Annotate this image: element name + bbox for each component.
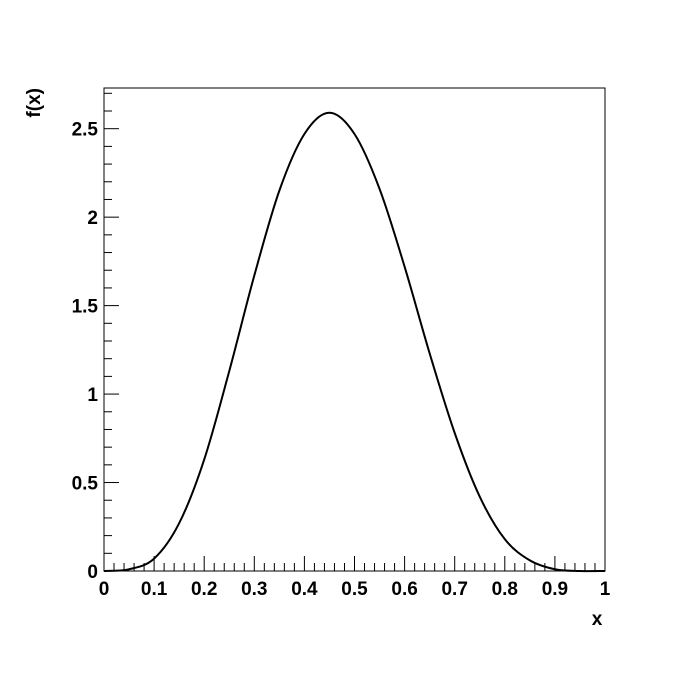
- y-tick-label: 0: [87, 562, 98, 583]
- x-tick-label: 0.9: [542, 579, 568, 600]
- x-tick-label: 0.1: [141, 579, 168, 600]
- y-tick-label: 1: [87, 385, 98, 406]
- y-tick-label: 1.5: [72, 297, 99, 318]
- curve: [103, 111, 606, 573]
- x-tick-label: 0.8: [492, 579, 518, 600]
- x-tick-label: 0.3: [241, 579, 267, 600]
- x-tick-label: 0.5: [341, 579, 368, 600]
- y-axis-label: f(x): [24, 88, 45, 118]
- x-tick-label: 0.7: [441, 579, 467, 600]
- plot-frame: [103, 87, 606, 572]
- x-tick-label: 0: [99, 579, 110, 600]
- x-tick-label: 0.2: [191, 579, 217, 600]
- x-tick-label: 0.6: [391, 579, 417, 600]
- y-tick-label: 2.5: [72, 120, 99, 141]
- x-axis-label: x: [592, 609, 603, 630]
- y-tick-label: 0.5: [72, 474, 99, 495]
- x-tick-label: 1: [600, 579, 611, 600]
- x-tick-label: 0.4: [291, 579, 318, 600]
- y-tick-label: 2: [87, 208, 98, 229]
